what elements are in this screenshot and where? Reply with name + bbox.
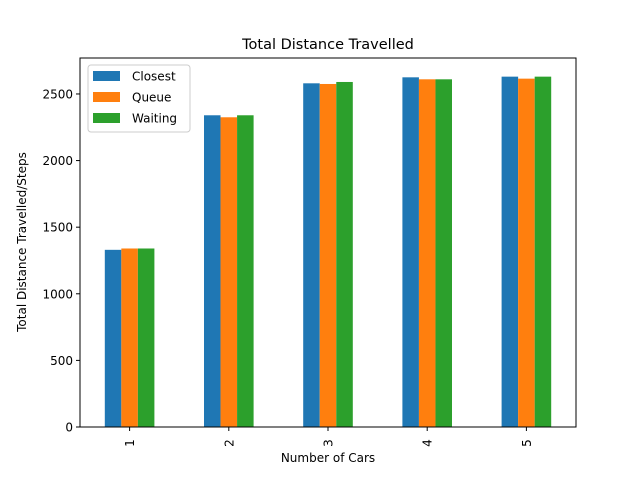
- bar-closest-1: [104, 249, 122, 427]
- bar-queue-1: [121, 248, 138, 427]
- y-tick-label: 0: [65, 421, 73, 435]
- y-tick-label: 2000: [42, 154, 73, 168]
- legend-swatch-queue: [93, 92, 120, 102]
- legend-label-closest: Closest: [132, 70, 176, 84]
- bar-queue-3: [319, 83, 337, 427]
- x-axis: 1 2 3 4 5: [123, 427, 534, 447]
- x-axis-label: Number of Cars: [281, 451, 375, 465]
- bar-queue-2: [220, 117, 238, 427]
- bar-queue-4: [418, 79, 436, 427]
- bar-waiting-1: [137, 248, 155, 427]
- legend-label-waiting: Waiting: [132, 112, 177, 126]
- bar-waiting-3: [336, 81, 353, 427]
- x-tick-label: 1: [123, 439, 137, 447]
- legend: Closest Queue Waiting: [87, 64, 191, 133]
- bar-queue-5: [518, 78, 535, 428]
- y-tick-label: 1000: [42, 287, 73, 301]
- x-tick-label: 2: [222, 439, 236, 447]
- y-axis-label: Total Distance Travelled/Steps: [15, 152, 29, 333]
- bar-waiting-2: [237, 115, 254, 427]
- bars-layer: [104, 76, 552, 428]
- x-tick-label: 4: [421, 439, 435, 447]
- y-axis: 0 500 1000 1500 2000 2500: [42, 87, 80, 435]
- legend-label-queue: Queue: [132, 91, 171, 105]
- x-tick-label: 3: [322, 439, 336, 447]
- legend-swatch-waiting: [93, 113, 120, 123]
- bar-closest-2: [204, 115, 221, 427]
- legend-swatch-closest: [93, 71, 120, 81]
- chart-title: Total Distance Travelled: [241, 37, 414, 53]
- y-tick-label: 500: [50, 354, 73, 368]
- x-tick-label: 5: [520, 439, 534, 447]
- bar-waiting-5: [534, 76, 552, 428]
- y-tick-label: 1500: [42, 221, 73, 235]
- bar-waiting-4: [435, 79, 452, 427]
- bar-closest-5: [501, 76, 519, 428]
- bar-closest-3: [303, 83, 320, 427]
- y-tick-label: 2500: [42, 87, 73, 101]
- bar-closest-4: [402, 77, 419, 427]
